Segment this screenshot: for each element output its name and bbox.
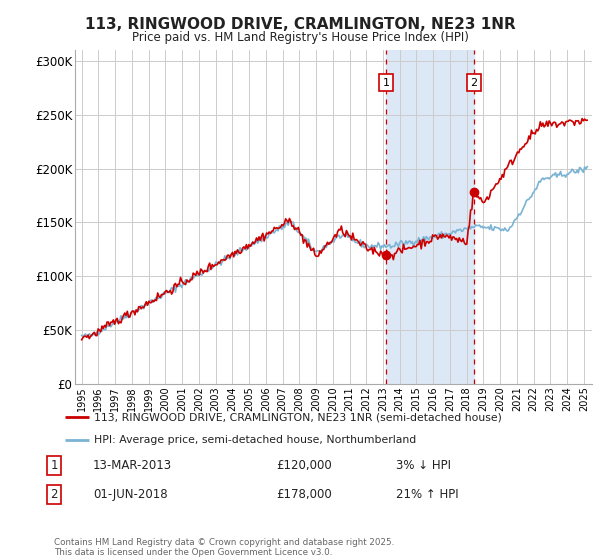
Text: Price paid vs. HM Land Registry's House Price Index (HPI): Price paid vs. HM Land Registry's House … [131, 31, 469, 44]
Text: HPI: Average price, semi-detached house, Northumberland: HPI: Average price, semi-detached house,… [94, 435, 416, 445]
Text: £178,000: £178,000 [276, 488, 332, 501]
Text: £120,000: £120,000 [276, 459, 332, 473]
Text: Contains HM Land Registry data © Crown copyright and database right 2025.
This d: Contains HM Land Registry data © Crown c… [54, 538, 394, 557]
Text: 2: 2 [50, 488, 58, 501]
Text: 113, RINGWOOD DRIVE, CRAMLINGTON, NE23 1NR: 113, RINGWOOD DRIVE, CRAMLINGTON, NE23 1… [85, 17, 515, 32]
Text: 01-JUN-2018: 01-JUN-2018 [93, 488, 167, 501]
Text: 21% ↑ HPI: 21% ↑ HPI [396, 488, 458, 501]
Text: 1: 1 [50, 459, 58, 473]
Text: 2: 2 [470, 78, 477, 88]
Text: 113, RINGWOOD DRIVE, CRAMLINGTON, NE23 1NR (semi-detached house): 113, RINGWOOD DRIVE, CRAMLINGTON, NE23 1… [94, 412, 502, 422]
Bar [386, 50, 473, 384]
Text: 13-MAR-2013: 13-MAR-2013 [93, 459, 172, 473]
Text: 3% ↓ HPI: 3% ↓ HPI [396, 459, 451, 473]
Text: 1: 1 [383, 78, 390, 88]
